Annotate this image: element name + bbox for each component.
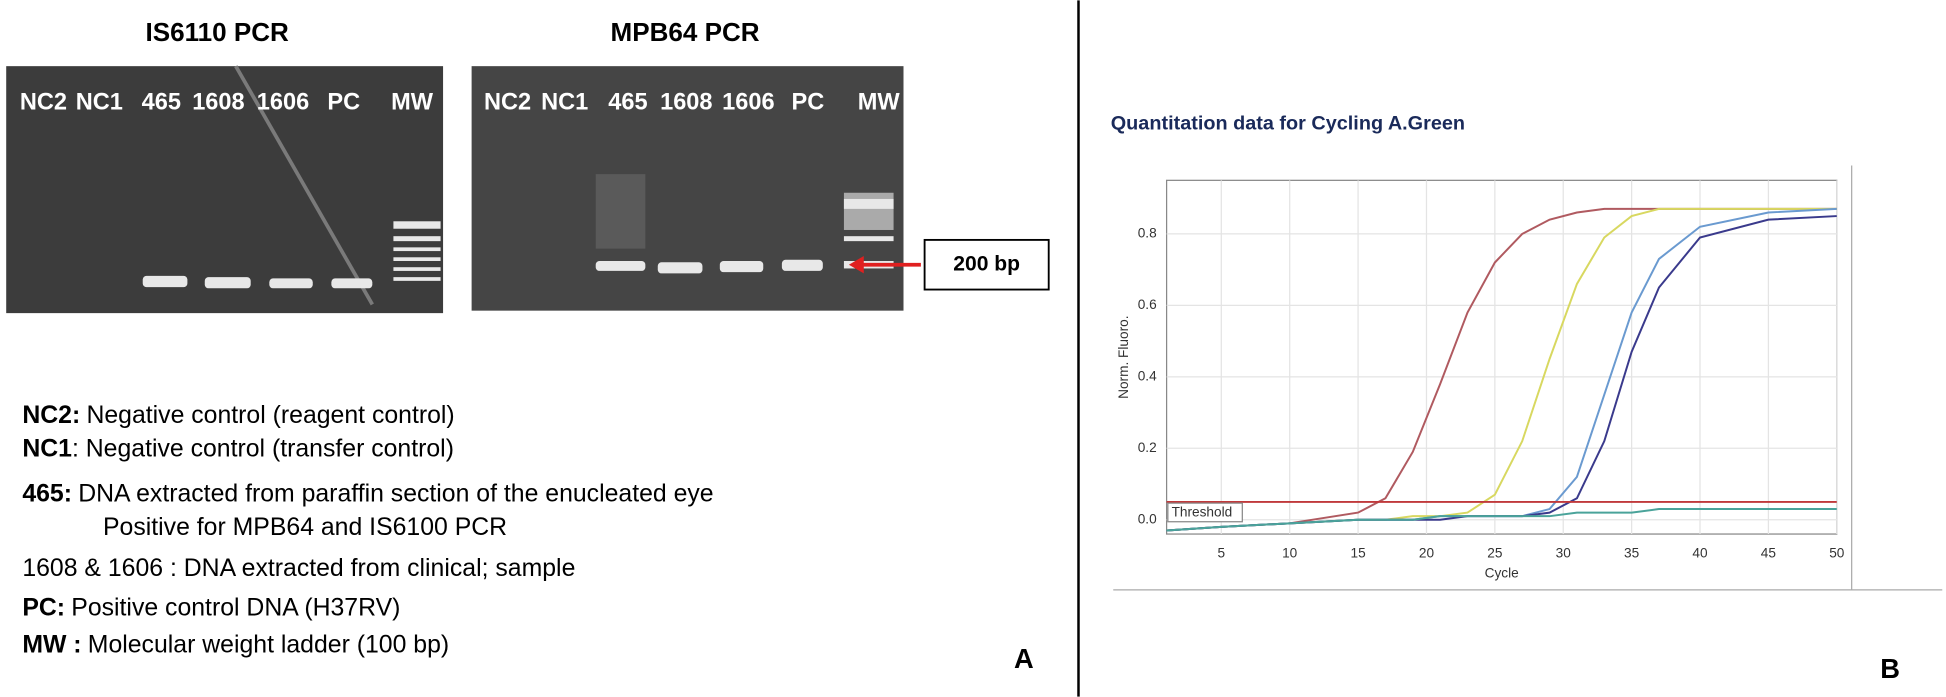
legend-line: 1608 & 1606 : DNA extracted from clinica… xyxy=(22,554,575,581)
legend-term: MW : xyxy=(22,631,81,658)
threshold-label: Threshold xyxy=(1172,505,1233,520)
gel-title: MPB64 PCR xyxy=(611,17,760,47)
legend-text: 1608 & 1606 : DNA extracted from clinica… xyxy=(22,554,575,581)
x-tick-label: 40 xyxy=(1692,546,1708,561)
legend-term: NC2: xyxy=(22,402,80,429)
lane-label: 1606 xyxy=(257,89,309,115)
lane-label: MW xyxy=(391,89,434,115)
marker-label: 200 bp xyxy=(953,252,1020,275)
x-tick-label: 10 xyxy=(1282,546,1298,561)
lane-label: NC1 xyxy=(76,89,123,115)
gel-bands xyxy=(142,221,441,289)
lane-label: 465 xyxy=(142,89,181,115)
legend-text: DNA extracted from paraffin section of t… xyxy=(78,480,713,507)
lane-label: PC xyxy=(327,89,360,115)
x-tick-label: 5 xyxy=(1218,546,1226,561)
legend-line: Positive for MPB64 and IS6100 PCR xyxy=(103,513,507,540)
legend-text: Negative control (reagent control) xyxy=(86,402,454,429)
x-tick-label: 35 xyxy=(1624,546,1640,561)
legend-text: : Negative control (transfer control) xyxy=(72,435,454,462)
legend-term: PC: xyxy=(22,594,65,621)
lane-label: 1608 xyxy=(192,89,244,115)
lane-label: MW xyxy=(858,89,901,115)
threshold-box xyxy=(1167,502,1243,523)
lane-label: 1606 xyxy=(722,89,774,115)
chart-title: Quantitation data for Cycling A.Green xyxy=(1111,113,1465,135)
lane-label: PC xyxy=(792,89,825,115)
lane-label: 465 xyxy=(608,89,647,115)
legend-text: Molecular weight ladder (100 bp) xyxy=(88,631,449,658)
y-axis-label: Norm. Fluoro. xyxy=(1116,315,1131,398)
legend-line: 465: DNA extracted from paraffin section … xyxy=(22,480,713,507)
legend-line: NC1: Negative control (transfer control) xyxy=(22,435,454,462)
legend-term: NC1 xyxy=(22,435,72,462)
lane-label: NC2 xyxy=(20,89,67,115)
gel-title: IS6110 PCR xyxy=(146,17,290,47)
gel-bands xyxy=(595,174,894,274)
data-line xyxy=(1166,508,1837,532)
y-tick-label: 0.8 xyxy=(1138,226,1157,241)
lane-label: NC1 xyxy=(541,89,588,115)
y-tick-label: 0.6 xyxy=(1138,297,1157,312)
lane-label: 1608 xyxy=(660,89,712,115)
x-tick-label: 50 xyxy=(1829,546,1845,561)
gel-artifact xyxy=(234,65,374,306)
y-tick-label: 0.4 xyxy=(1138,368,1157,383)
x-tick-label: 25 xyxy=(1487,546,1503,561)
lane-label: NC2 xyxy=(484,89,531,115)
legend-term: 465: xyxy=(22,480,72,507)
plot-area xyxy=(1165,179,1838,535)
arrow-head xyxy=(848,256,864,274)
panel-label: B xyxy=(1880,653,1900,684)
x-axis-label: Cycle xyxy=(1485,565,1519,580)
legend-text: Positive for MPB64 and IS6100 PCR xyxy=(103,513,507,540)
x-tick-label: 15 xyxy=(1350,546,1366,561)
y-tick-label: 0.0 xyxy=(1138,511,1157,526)
panel-label: A xyxy=(1014,643,1034,674)
legend-line: PC: Positive control DNA (H37RV) xyxy=(22,594,400,621)
x-tick-label: 20 xyxy=(1419,546,1435,561)
legend-line: NC2: Negative control (reagent control) xyxy=(22,402,454,429)
legend-line: MW : Molecular weight ladder (100 bp) xyxy=(22,631,449,658)
legend-text: Positive control DNA (H37RV) xyxy=(71,594,400,621)
y-tick-label: 0.2 xyxy=(1138,440,1157,455)
x-tick-label: 30 xyxy=(1556,546,1572,561)
marker-box xyxy=(923,238,1050,291)
x-tick-label: 45 xyxy=(1761,546,1777,561)
gel-image xyxy=(6,66,444,314)
